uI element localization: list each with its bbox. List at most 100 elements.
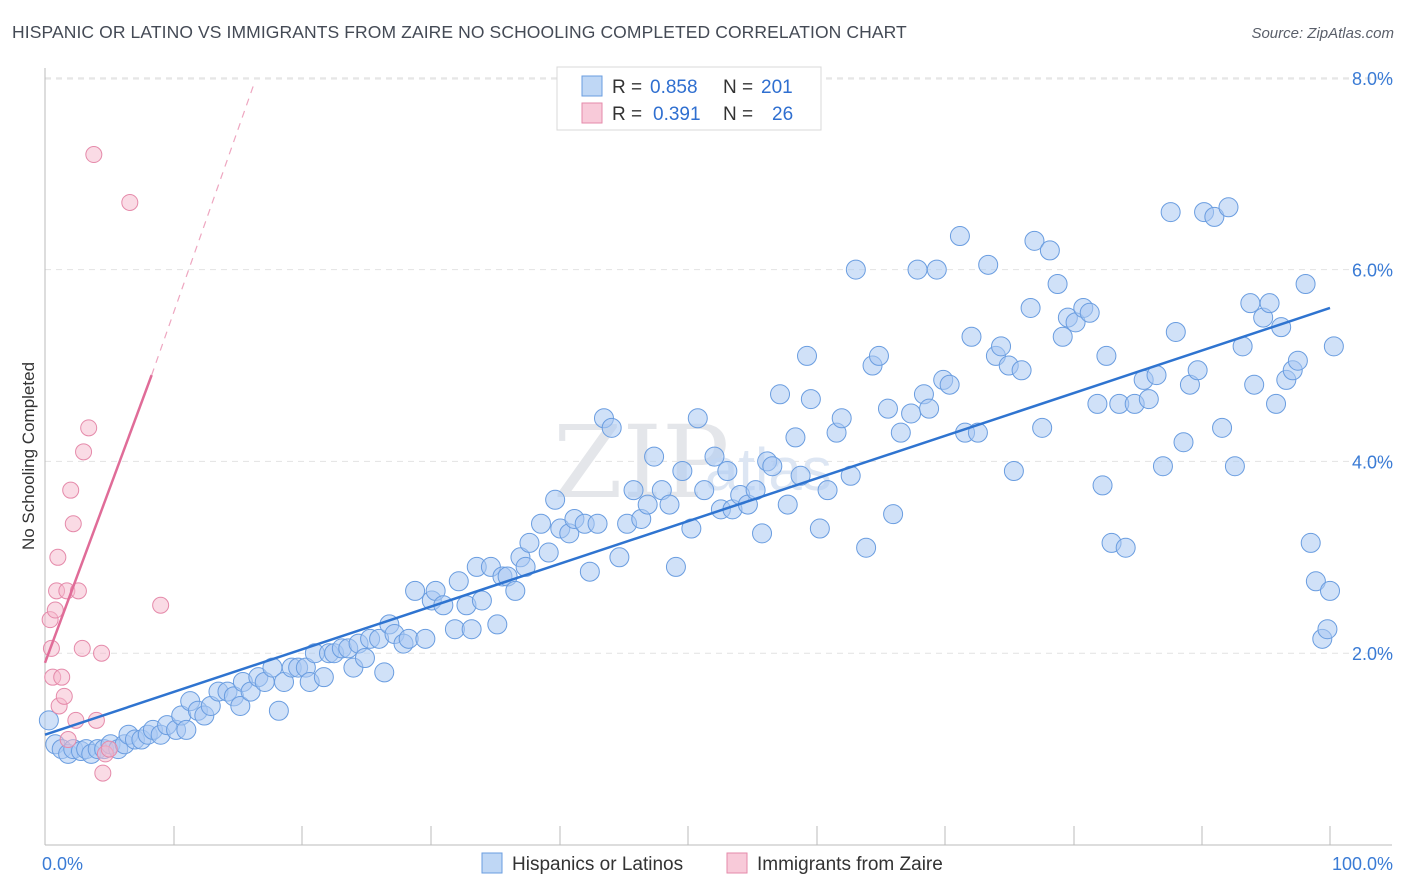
point-hispanic [1305, 571, 1326, 592]
point-hispanic [777, 494, 798, 515]
point-hispanic [487, 614, 508, 635]
legend-n-label-1: N = [723, 77, 753, 98]
bottom-legend-label-zaire: Immigrants from Zaire [757, 854, 943, 875]
legend-n-label-2: N = [723, 104, 753, 125]
point-hispanic [926, 259, 947, 280]
point-hispanic [845, 259, 866, 280]
point-hispanic [1032, 417, 1053, 438]
point-hispanic [800, 389, 821, 410]
point-hispanic [1218, 197, 1239, 218]
legend-swatch-pink [581, 102, 603, 124]
point-hispanic [1173, 432, 1194, 453]
point-hispanic [752, 523, 773, 544]
point-zaire [73, 639, 91, 657]
point-zaire [64, 515, 82, 533]
trend-line-hispanic [44, 306, 1331, 736]
point-hispanic [890, 422, 911, 443]
point-hispanic [1165, 321, 1186, 342]
source-label: Source: ZipAtlas.com [1251, 25, 1394, 42]
point-hispanic [687, 408, 708, 429]
point-hispanic [1096, 345, 1117, 366]
point-zaire [94, 764, 112, 782]
point-hispanic [1024, 230, 1045, 251]
point-hispanic [461, 619, 482, 640]
trend-line-zaire [43, 374, 153, 664]
point-hispanic [831, 408, 852, 429]
point-hispanic [505, 580, 526, 601]
point-hispanic [770, 384, 791, 405]
point-hispanic [907, 259, 928, 280]
legend-r-label-1: R = [612, 77, 642, 98]
point-hispanic [1115, 537, 1136, 558]
point-zaire [121, 193, 139, 211]
point-hispanic [1087, 393, 1108, 414]
point-hispanic [901, 403, 922, 424]
legend-n-value-1: 201 [761, 77, 793, 98]
point-hispanic [785, 427, 806, 448]
bottom-legend-label-hispanic: Hispanics or Latinos [512, 854, 683, 875]
point-hispanic [623, 480, 644, 501]
point-hispanic [817, 480, 838, 501]
point-zaire [75, 443, 93, 461]
point-hispanic [313, 667, 334, 688]
point-hispanic [519, 532, 540, 553]
point-hispanic [665, 556, 686, 577]
point-hispanic [1204, 206, 1225, 227]
point-zaire [80, 419, 98, 437]
point-hispanic [978, 254, 999, 275]
point-zaire [93, 644, 111, 662]
point-hispanic [531, 513, 552, 534]
point-hispanic [444, 619, 465, 640]
point-hispanic [448, 571, 469, 592]
bottom-legend-swatch-pink [726, 852, 748, 874]
point-hispanic [644, 446, 665, 467]
point-hispanic [1160, 202, 1181, 223]
point-hispanic [1300, 532, 1321, 553]
point-hispanic [230, 695, 251, 716]
point-hispanic [1323, 336, 1344, 357]
point-hispanic [704, 446, 725, 467]
point-hispanic [1224, 456, 1245, 477]
point-hispanic [991, 336, 1012, 357]
point-hispanic [415, 628, 436, 649]
point-hispanic [1039, 240, 1060, 261]
point-hispanic [1079, 302, 1100, 323]
data-points [38, 146, 1344, 782]
x-tick-label-min: 0.0% [42, 854, 83, 874]
point-hispanic [1287, 350, 1308, 371]
point-hispanic [1052, 326, 1073, 347]
legend-swatch-blue [581, 75, 603, 97]
point-hispanic [919, 398, 940, 419]
y-tick-label: 2.0% [1352, 644, 1393, 664]
point-hispanic [1259, 293, 1280, 314]
point-hispanic [637, 494, 658, 515]
point-zaire [62, 481, 80, 499]
point-hispanic [405, 580, 426, 601]
bottom-legend-swatch-blue [481, 852, 503, 874]
point-hispanic [809, 518, 830, 539]
y-tick-labels: 2.0% 4.0% 6.0% 8.0% [1352, 69, 1393, 664]
point-hispanic [1003, 461, 1024, 481]
point-hispanic [374, 662, 395, 683]
x-tick-labels: 0.0% 100.0% [42, 854, 1393, 874]
point-hispanic [883, 504, 904, 525]
point-zaire [46, 601, 64, 619]
point-hispanic [1187, 360, 1208, 381]
point-hispanic [1152, 456, 1173, 477]
point-zaire [152, 596, 170, 614]
point-hispanic [579, 561, 600, 582]
point-hispanic [949, 226, 970, 247]
point-hispanic [587, 513, 608, 534]
point-hispanic [1092, 475, 1113, 496]
point-hispanic [856, 537, 877, 558]
point-zaire [53, 668, 71, 686]
point-hispanic [939, 374, 960, 395]
point-hispanic [717, 461, 738, 481]
legend-r-label-2: R = [612, 104, 642, 125]
series-legend: Hispanics or Latinos Immigrants from Zai… [481, 852, 943, 875]
point-hispanic [762, 456, 783, 477]
chart-title: HISPANIC OR LATINO VS IMMIGRANTS FROM ZA… [12, 22, 907, 42]
trend-lines [43, 82, 1331, 736]
point-hispanic [967, 422, 988, 443]
